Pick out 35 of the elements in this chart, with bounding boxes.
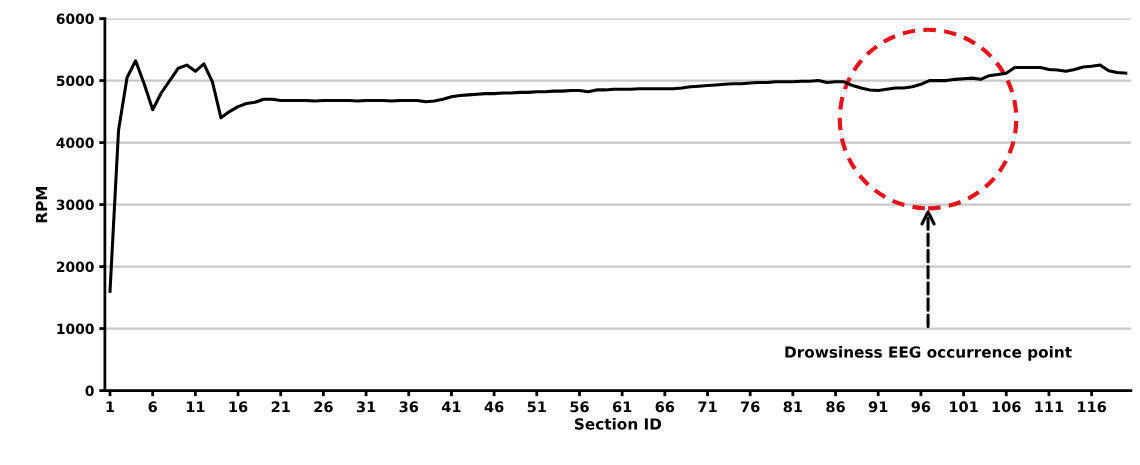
x-tick-label: 76 [741,401,760,413]
x-tick-label: 101 [950,401,978,413]
x-tick-label: 86 [826,401,845,413]
x-tick-label: 116 [1078,401,1107,413]
x-tick-label: 91 [868,401,888,413]
x-tick-label: 96 [911,401,931,413]
y-tick-label: 2000 [56,261,94,273]
x-tick-label: 81 [783,401,803,413]
y-tick-label: 0 [85,385,94,397]
y-tick-label: 6000 [56,13,94,25]
x-tick-label: 56 [570,401,589,413]
annotation: Drowsiness EEG occurrence point [785,346,1072,361]
x-tick-label: 66 [655,401,675,413]
x-tick-label: 1 [106,401,115,413]
x-tick-label: 51 [527,401,546,413]
x-axis-title: Section ID [574,417,662,430]
y-axis-title: RPM [35,186,48,223]
x-tick-label: 106 [992,401,1021,413]
y-tick-label: 3000 [56,199,94,211]
x-tick-label: 21 [271,401,290,413]
line-series [108,59,1128,293]
x-tick-label: 26 [314,401,333,413]
x-tick-label: 31 [356,401,376,413]
x-tick-label: 41 [441,401,461,413]
y-tick-label: 4000 [56,137,94,149]
y-tick-label: 5000 [56,75,94,87]
x-tick-label: 61 [612,401,632,413]
y-tick-label: 1000 [57,323,94,335]
x-tick-label: 6 [148,401,157,413]
x-tick-label: 71 [698,401,717,413]
x-tick-label: 46 [484,401,504,413]
x-tick-label: 111 [1035,401,1064,413]
x-tick-label: 16 [229,401,248,413]
x-tick-label: 36 [399,401,419,413]
x-tick-label: 11 [186,401,205,413]
